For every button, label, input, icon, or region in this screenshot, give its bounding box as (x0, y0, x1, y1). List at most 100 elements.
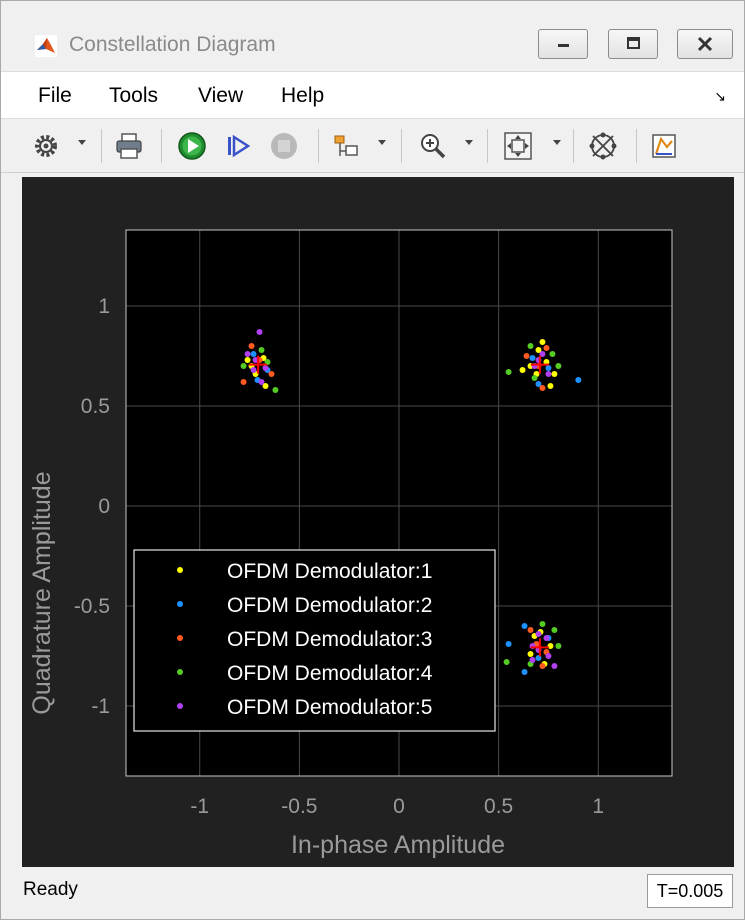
status-text: Ready (23, 879, 78, 900)
data-point (575, 377, 582, 383)
y-tick-label: 0 (98, 495, 110, 518)
y-tick-label: -1 (91, 695, 110, 718)
data-point (547, 643, 554, 649)
legend-marker (177, 703, 183, 709)
autoscale-icon[interactable] (501, 129, 535, 163)
zoom-icon[interactable] (416, 129, 450, 163)
gear-icon[interactable] (29, 129, 63, 163)
measurements-icon[interactable] (647, 129, 681, 163)
data-point (252, 357, 259, 363)
data-point (250, 367, 257, 373)
toolbar-separator (318, 129, 319, 163)
autoscale-dropdown-icon[interactable] (553, 140, 561, 145)
data-point (547, 383, 554, 389)
toolbar-separator (401, 129, 402, 163)
legend: OFDM Demodulator:1 OFDM Demodulator:2 OFDM… (133, 549, 496, 732)
data-point (268, 371, 275, 377)
reference-markers (249, 355, 549, 657)
reference-constellation-icon[interactable] (586, 129, 620, 163)
simulation-time: T=0.005 (647, 874, 733, 908)
legend-entry: OFDM Demodulator:5 (227, 696, 432, 719)
data-point (555, 363, 562, 369)
data-point (551, 627, 558, 633)
data-point (529, 355, 536, 361)
menu-view[interactable]: View (198, 84, 244, 107)
x-axis-label: In-phase Amplitude (291, 831, 505, 859)
menu-bar: File Tools View Help ↘ (1, 71, 744, 119)
legend-entry: OFDM Demodulator:1 (227, 560, 432, 583)
reference-marker (249, 355, 268, 374)
plot-area: -1 -0.5 0 0.5 1 1 0.5 0 -0.5 -1 In-phase Amplitu… (22, 177, 734, 867)
menu-tools[interactable]: Tools (109, 84, 159, 107)
y-tick-label: -0.5 (74, 595, 110, 618)
reference-marker (530, 355, 549, 374)
menu-file[interactable]: File (38, 84, 72, 107)
y-tick-label: 0.5 (81, 395, 110, 418)
data-point (549, 351, 556, 357)
data-point (539, 351, 546, 357)
data-point (535, 655, 542, 661)
stop-icon[interactable] (267, 129, 301, 163)
status-bar: Ready T=0.005 (1, 867, 744, 919)
data-point (258, 347, 265, 353)
maximize-button[interactable] (608, 29, 658, 59)
toolbar (1, 119, 744, 173)
toolbar-separator (487, 129, 488, 163)
axes-frame (125, 229, 673, 777)
data-point (539, 385, 546, 391)
data-point (258, 379, 265, 385)
data-point (248, 343, 255, 349)
data-point (535, 347, 542, 353)
data-point (545, 365, 552, 371)
zoom-dropdown-icon[interactable] (465, 140, 473, 145)
data-point (262, 365, 269, 371)
data-point (262, 383, 269, 389)
legend-marker (177, 601, 183, 607)
run-icon[interactable] (175, 129, 209, 163)
signal-selector-dropdown-icon[interactable] (378, 140, 386, 145)
toolbar-separator (573, 129, 574, 163)
title-bar[interactable]: Constellation Diagram (1, 1, 744, 71)
data-point (527, 651, 534, 657)
data-point (250, 351, 257, 357)
menu-help[interactable]: Help (281, 84, 325, 107)
legend-marker (177, 635, 183, 641)
data-point (519, 367, 526, 373)
minimize-button[interactable] (538, 29, 588, 59)
data-point (535, 631, 542, 637)
data-point (535, 381, 542, 387)
window-title: Constellation Diagram (69, 33, 276, 56)
data-point (543, 359, 550, 365)
signal-selector-icon[interactable] (330, 129, 364, 163)
legend-entry: OFDM Demodulator:4 (227, 662, 433, 685)
data-point (244, 357, 251, 363)
legend-entry: OFDM Demodulator:3 (227, 628, 432, 651)
data-point (264, 359, 271, 365)
y-tick-label: 1 (98, 295, 110, 318)
legend-entry: OFDM Demodulator:2 (227, 594, 432, 617)
dock-arrow-icon[interactable]: ↘ (714, 88, 726, 104)
x-tick-label: 0 (393, 795, 405, 818)
matlab-logo-icon (35, 35, 57, 57)
data-point (272, 387, 279, 393)
data-point (543, 635, 550, 641)
y-axis-label: Quadrature Amplitude (28, 471, 56, 714)
constellation-chart[interactable]: -1 -0.5 0 0.5 1 1 0.5 0 -0.5 -1 In-phase Amplitu… (22, 177, 734, 867)
minimize-icon (558, 44, 569, 47)
data-point (244, 351, 251, 357)
step-forward-icon[interactable] (221, 129, 255, 163)
print-icon[interactable] (112, 129, 146, 163)
data-point (551, 371, 558, 377)
data-point (539, 621, 546, 627)
close-button[interactable] (677, 29, 733, 59)
data-point (529, 657, 536, 663)
x-tick-label: 0.5 (484, 795, 513, 818)
settings-dropdown-icon[interactable] (78, 140, 86, 145)
data-point (543, 345, 550, 351)
data-point (240, 379, 247, 385)
legend-marker (177, 669, 183, 675)
data-point (521, 669, 528, 675)
x-tick-label: 1 (592, 795, 604, 818)
data-point (240, 363, 247, 369)
data-point (555, 643, 562, 649)
